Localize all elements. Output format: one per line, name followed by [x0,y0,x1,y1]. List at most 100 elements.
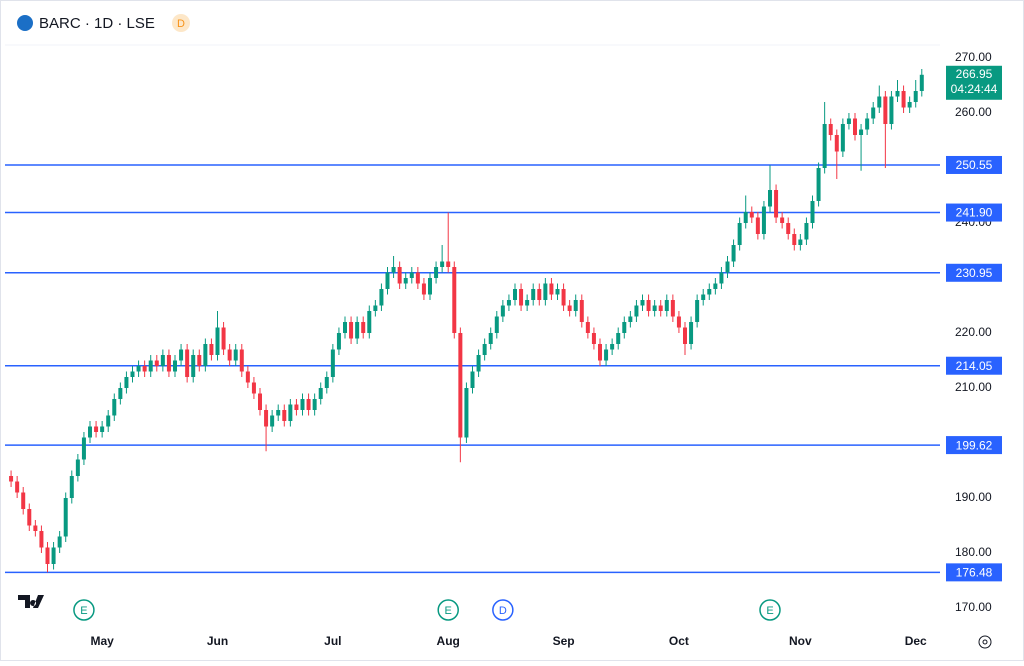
level-label: 230.95 [956,266,993,280]
candle-body [913,91,918,102]
candle-body [889,96,894,124]
x-tick-label: Nov [789,634,812,648]
candle-body [834,135,839,152]
candle-body [488,333,493,344]
candle-body [853,118,857,135]
candle-body [403,278,408,284]
candle-body [804,223,809,240]
level-label: 176.48 [956,566,993,580]
tv-logo [18,595,44,608]
event-label: E [766,605,773,617]
candle-body [245,371,250,383]
candle-body [209,344,214,355]
candle-body [543,283,548,300]
candle-body [312,399,317,410]
candle-body [883,96,888,124]
candle-body [531,289,536,300]
candle-body [476,355,481,372]
candle-body [810,201,815,223]
candle-body [221,327,226,350]
candle-body [306,399,311,410]
candle-body [270,415,275,427]
x-tick-label: Oct [669,634,689,648]
candle-body [676,316,681,328]
level-box [946,203,1002,222]
candle-body [561,289,566,306]
candle-body [27,509,32,526]
candle-body [428,278,432,295]
candle-body [106,415,111,427]
candle-body [616,333,621,344]
candle-body [373,305,378,311]
candle-body [743,212,748,223]
candle-body [148,360,153,372]
symbol: BARC · 1D · LSE [39,15,155,32]
candle-body [555,289,560,295]
last-price-box [946,65,1002,100]
candle-body [768,190,772,207]
candle-body [21,492,26,509]
candle-body [379,289,384,306]
candle-body [670,300,675,317]
candle-body [549,283,554,295]
candle-body [506,300,511,306]
level-label: 199.62 [956,438,993,452]
candle-body [579,300,584,322]
candle-body [130,371,135,377]
badge-bg [172,14,190,32]
candle-body [919,74,924,91]
symbol-logo [17,15,33,31]
candle-body [816,168,821,201]
level-box [946,563,1002,582]
candle-body [300,399,305,410]
candle-body [798,239,803,245]
candle-body [640,300,645,306]
candle-body [622,322,627,333]
candle-body [118,388,123,399]
candle-body [610,344,615,350]
candle-body [397,267,402,284]
candle-body [288,404,293,421]
candle-body [865,118,870,130]
candle-body [81,437,86,460]
candle-body [895,91,900,97]
candle-body [828,124,833,135]
candle-body [88,426,92,438]
countdown: 04:24:44 [951,82,998,96]
candle-body [343,322,347,333]
x-tick-label: Sep [553,634,575,648]
y-tick-label: 220.00 [955,325,992,339]
candle-body [75,459,80,476]
candle-body [494,316,499,333]
candle-body [15,481,20,493]
event-label: E [80,605,87,617]
candle-body [755,217,760,234]
candle-body [203,344,208,366]
candle-body [112,399,117,416]
candle-body [33,525,38,531]
candle-body [440,261,445,267]
candle-body [191,355,196,377]
candle-body [634,305,639,317]
candle-body [409,272,414,278]
candle-body [877,96,882,108]
level-box [946,436,1002,455]
candle-body [585,322,590,333]
candle-body [901,91,906,108]
event-marker [492,599,514,621]
candle-body [160,355,165,366]
settings-icon[interactable] [978,635,992,649]
candle-body [330,349,335,377]
candle-body [9,476,14,482]
candle-body [786,223,791,234]
y-tick-label: 170.00 [955,600,992,614]
candle-body [731,245,736,262]
y-tick-label: 210.00 [955,380,992,394]
candle-body [713,283,718,289]
candle-body [573,300,578,311]
level-box [946,263,1002,282]
candle-body [464,388,469,438]
candle-body [197,355,202,366]
candle-body [567,305,572,311]
candle-body [780,217,785,223]
